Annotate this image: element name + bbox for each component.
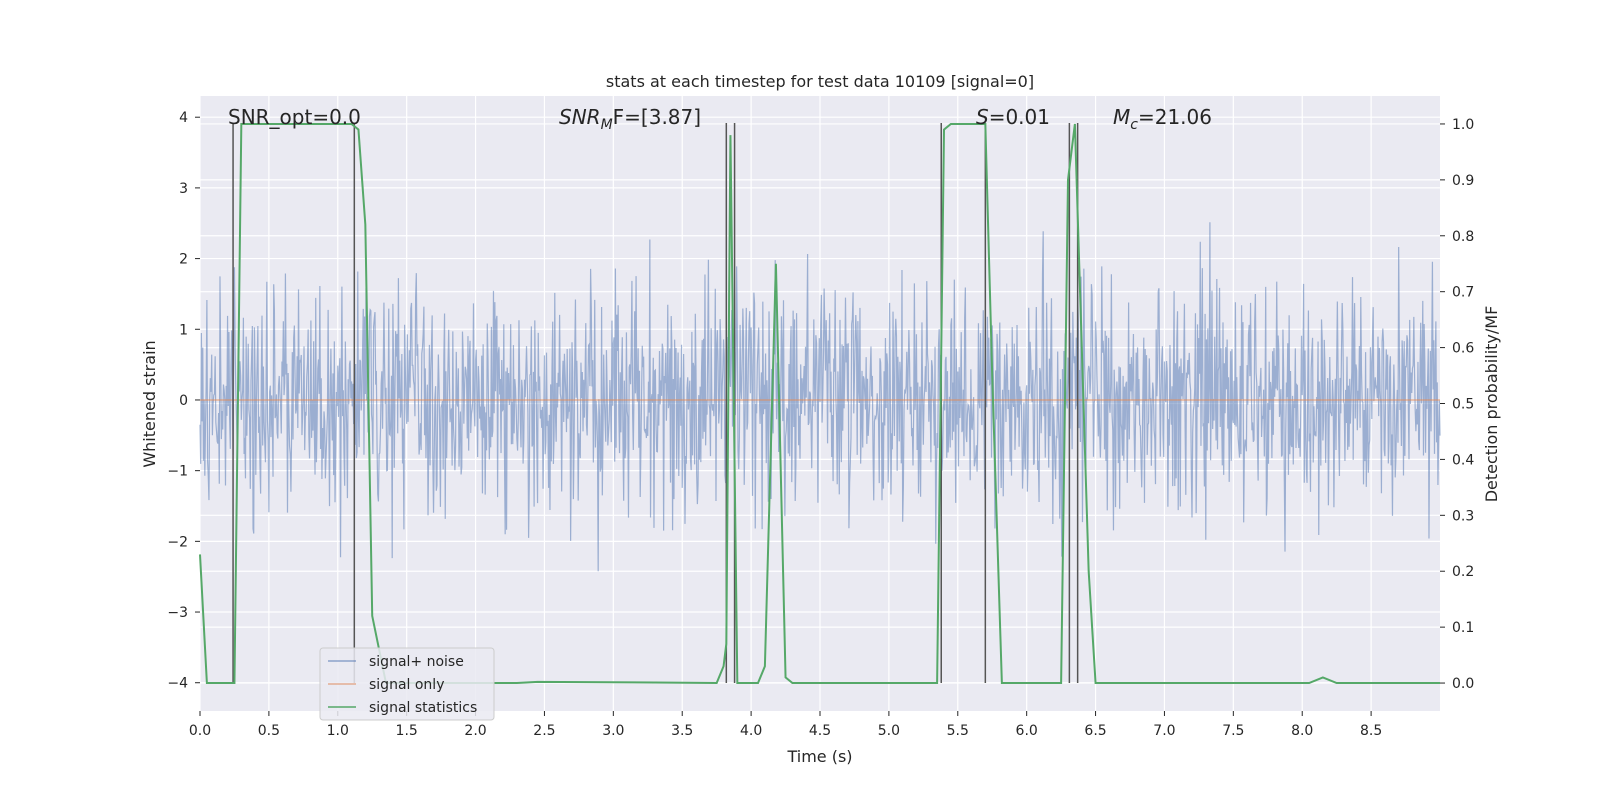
y-left-ticks: −4 −3 −2 −1 0 1 2 3 4 — [167, 110, 200, 692]
x-tick-label: 5.0 — [878, 723, 900, 739]
grid — [199, 96, 1440, 711]
y-right-tick-label: 0.6 — [1452, 341, 1474, 357]
y-left-tick-label: 2 — [179, 252, 188, 268]
x-axis-label: Time (s) — [786, 747, 852, 766]
y-right-tick-label: 0.1 — [1452, 620, 1474, 636]
x-tick-label: 8.5 — [1360, 723, 1382, 739]
chart-title: stats at each timestep for test data 101… — [606, 72, 1034, 91]
x-tick-label: 4.0 — [740, 723, 762, 739]
y-left-axis-label: Whitened strain — [140, 340, 159, 467]
y-right-tick-label: 0.4 — [1452, 452, 1474, 468]
legend-label-signal: signal only — [369, 677, 444, 693]
x-tick-label: 6.5 — [1084, 723, 1106, 739]
y-right-tick-label: 0.3 — [1452, 508, 1474, 524]
legend: signal+ noise signal only signal statist… — [319, 647, 495, 721]
x-tick-label: 8.0 — [1291, 723, 1313, 739]
y-left-tick-label: 1 — [179, 322, 188, 338]
annotation-mc-sub: c — [1130, 117, 1138, 133]
annotation-s: S=0.01 — [976, 105, 1050, 129]
x-tick-label: 2.5 — [533, 723, 555, 739]
y-right-tick-label: 0.5 — [1452, 397, 1474, 413]
legend-label-statistics: signal statistics — [369, 700, 477, 716]
y-right-tick-label: 0.9 — [1452, 173, 1474, 189]
y-right-axis-label: Detection probability/MF — [1482, 306, 1501, 503]
y-left-tick-label: 3 — [179, 181, 188, 197]
y-left-tick-label: 4 — [179, 110, 188, 126]
x-tick-label: 2.0 — [464, 723, 486, 739]
y-left-tick-label: −1 — [167, 464, 188, 480]
y-right-tick-label: 0.8 — [1452, 229, 1474, 245]
x-tick-label: 7.5 — [1222, 723, 1244, 739]
signal-statistics-layer — [199, 122, 1440, 685]
x-tick-label: 0.0 — [189, 723, 211, 739]
noise-series-layer — [199, 222, 1441, 572]
annotation-mc-name: M — [1113, 105, 1130, 129]
y-left-tick-label: −4 — [167, 676, 188, 692]
annotation-snr-opt: SNR_opt=0.0 — [228, 105, 361, 129]
y-left-tick-label: 0 — [179, 393, 188, 409]
x-tick-label: 4.5 — [809, 723, 831, 739]
x-tick-label: 0.5 — [258, 723, 280, 739]
x-tick-label: 7.0 — [1153, 723, 1175, 739]
series-signal-statistics — [199, 122, 1440, 685]
y-right-tick-label: 1.0 — [1452, 117, 1474, 133]
y-left-tick-label: −2 — [167, 534, 188, 550]
annotation-snr-mf-name: SNR — [559, 105, 601, 129]
x-tick-label: 3.0 — [602, 723, 624, 739]
legend-label-noise: signal+ noise — [369, 654, 464, 670]
annotation-snr-mf-sub: M — [601, 117, 613, 133]
y-right-ticks: 0.0 0.1 0.2 0.3 0.4 0.5 0.6 0.7 0.8 0.9 1.0 — [1440, 117, 1474, 692]
x-tick-label: 1.0 — [327, 723, 349, 739]
x-tick-label: 6.0 — [1016, 723, 1038, 739]
x-tick-label: 1.5 — [396, 723, 418, 739]
annotation-mc: Mc=21.06 — [1113, 105, 1212, 133]
y-right-tick-label: 0.2 — [1452, 564, 1474, 580]
x-tick-label: 5.5 — [947, 723, 969, 739]
annotation-s-value: =0.01 — [989, 105, 1050, 129]
y-left-tick-label: −3 — [167, 605, 188, 621]
y-right-tick-label: 0.0 — [1452, 676, 1474, 692]
series-signal-plus-noise — [199, 222, 1441, 572]
annotation-snr-mf: SNRMF=[3.87] — [559, 105, 701, 133]
legend-box — [319, 647, 495, 721]
x-ticks: 0.0 0.5 1.0 1.5 2.0 2.5 3.0 3.5 4.0 4.5 5.0 5.5 6.0 6… — [189, 711, 1382, 739]
x-tick-label: 3.5 — [671, 723, 693, 739]
annotation-snr-mf-tail: F=[3.87] — [613, 105, 701, 129]
annotation-mc-value: =21.06 — [1138, 105, 1212, 129]
annotation-s-name: S — [976, 105, 989, 129]
y-right-tick-label: 0.7 — [1452, 285, 1474, 301]
